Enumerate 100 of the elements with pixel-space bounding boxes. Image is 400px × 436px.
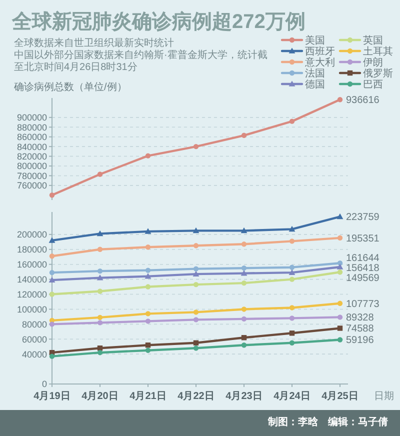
point [145, 342, 151, 348]
x-tick-label: 4月21日 [130, 391, 166, 402]
data-label: 59196 [346, 335, 374, 346]
x-tick-label: 4月20日 [82, 391, 118, 402]
point [49, 322, 55, 327]
point [289, 238, 295, 244]
point [193, 340, 199, 346]
point [289, 264, 295, 270]
point [49, 270, 55, 276]
x-tick-label: 4月25日 [322, 391, 358, 402]
point [289, 118, 295, 124]
subtitle: 全球数据来自世卫组织最新实时统计 [14, 38, 174, 49]
point [97, 268, 103, 274]
y-tick-label: 780000 [16, 170, 47, 181]
point [193, 266, 199, 272]
note: 中国以外部分国家数据来自约翰斯·霍普金斯大学，统计截至北京时间4月26日8时31分 [14, 50, 268, 73]
legend-label: 西班牙 [305, 46, 335, 58]
point [96, 274, 104, 280]
point [289, 330, 295, 336]
y-tick-label: 180000 [16, 244, 47, 255]
y-tick-label: 880000 [16, 122, 47, 132]
point [289, 316, 295, 321]
data-label: 936616 [346, 95, 380, 106]
point [97, 314, 103, 320]
x-tick-label: 4月24日 [274, 391, 310, 402]
point [192, 270, 200, 276]
point [337, 337, 343, 342]
x-tick-label: 4月23日 [226, 391, 262, 402]
point [241, 132, 247, 138]
point [97, 246, 103, 252]
point [193, 243, 199, 248]
x-tick-label: 4月22日 [178, 391, 214, 402]
y-tick-label: 900000 [16, 112, 47, 123]
y-tick-label: 80000 [22, 319, 47, 330]
point [337, 326, 343, 331]
point [145, 284, 151, 290]
point [144, 228, 152, 234]
y-tick-label: 160000 [16, 260, 47, 270]
point [240, 270, 248, 276]
point [289, 340, 295, 346]
point [145, 268, 151, 273]
point [48, 276, 56, 282]
point [336, 264, 344, 270]
data-label: 149569 [346, 272, 380, 284]
legend-label: 法国 [305, 68, 325, 80]
point [145, 311, 151, 316]
point [241, 342, 247, 348]
point [241, 316, 247, 322]
point [49, 292, 55, 297]
point [145, 348, 151, 353]
y-tick-label: 0 [42, 379, 47, 390]
point [289, 276, 295, 282]
legend-label: 巴西 [363, 80, 383, 90]
legend-label: 意大利 [304, 56, 335, 68]
y-tick-label: 760000 [16, 180, 47, 191]
point [241, 242, 247, 247]
point [241, 280, 247, 286]
y-tick-label: 60000 [22, 334, 47, 344]
text: 制图：李晗 编辑：马子倩 [268, 417, 388, 428]
point [49, 192, 55, 198]
point [337, 235, 343, 241]
point [240, 227, 248, 234]
point [336, 213, 344, 220]
legend-label: 土耳其 [363, 46, 393, 58]
point [193, 282, 199, 288]
y-tick-label: 100000 [16, 304, 47, 314]
point [145, 153, 151, 158]
point [97, 172, 103, 177]
data-label: 107773 [346, 298, 380, 310]
point [49, 254, 55, 259]
legend-label: 德国 [305, 80, 325, 90]
point [193, 317, 199, 322]
point [96, 230, 104, 236]
y-axis-title: 确诊病例总数（单位/例） [14, 82, 127, 93]
x-axis-title: 日期 [374, 390, 394, 402]
point [144, 273, 152, 279]
y-tick-label: 140000 [16, 274, 47, 285]
point [241, 265, 247, 271]
point [337, 300, 343, 306]
y-tick-label: 800000 [16, 161, 47, 172]
x-tick-label: 4月19日 [34, 391, 70, 402]
data-label: 156418 [346, 262, 380, 274]
y-tick-label: 820000 [16, 151, 47, 162]
data-label: 161644 [346, 252, 380, 264]
point [97, 350, 103, 356]
point [288, 269, 296, 275]
point [193, 346, 199, 351]
legend-label: 伊朗 [363, 56, 383, 68]
data-label: 89328 [346, 312, 374, 324]
legend-label: 英国 [363, 34, 383, 46]
point [337, 97, 343, 102]
point [337, 270, 343, 275]
point [145, 318, 151, 324]
point [48, 237, 56, 243]
data-label: 223759 [346, 212, 380, 224]
y-tick-label: 40000 [22, 349, 47, 360]
point [289, 305, 295, 310]
point [337, 314, 343, 320]
point [97, 288, 103, 294]
y-tick-label: 200000 [16, 230, 47, 240]
